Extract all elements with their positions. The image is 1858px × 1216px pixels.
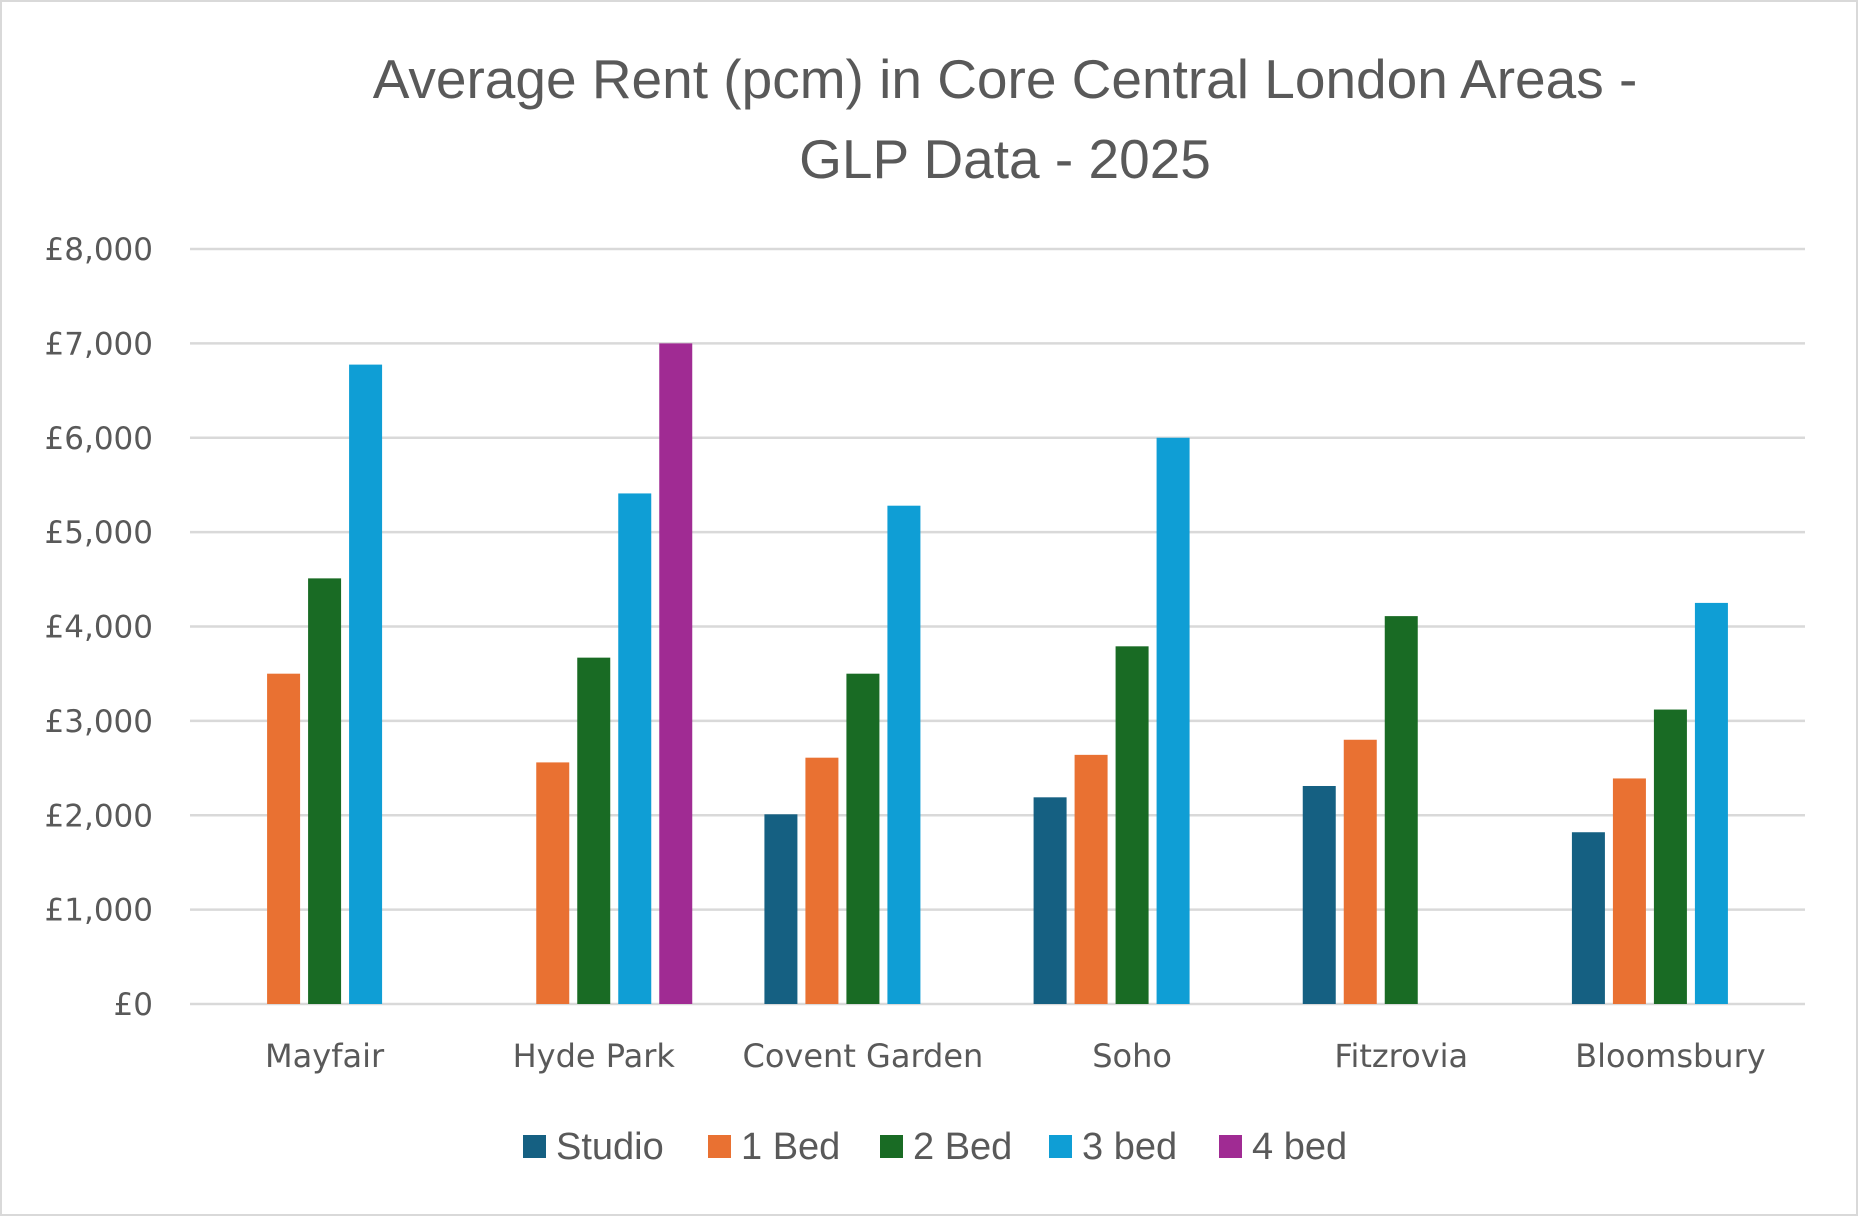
gridlines	[190, 247, 1805, 1006]
y-tick-label: £6,000	[45, 421, 153, 457]
bar-studio	[764, 814, 798, 1004]
x-category-label: Soho	[1092, 1037, 1172, 1075]
legend-label: 2 Bed	[913, 1126, 1012, 1168]
bar-3-bed	[618, 493, 652, 1004]
legend-swatch	[880, 1135, 903, 1158]
legend-swatch	[1219, 1135, 1242, 1158]
bar-1-bed	[1074, 754, 1108, 1004]
legend-label: 4 bed	[1252, 1126, 1347, 1168]
bar-studio	[1571, 832, 1605, 1004]
y-tick-label: £5,000	[45, 515, 153, 551]
bar-1-bed	[267, 673, 301, 1004]
x-category-label: Bloomsbury	[1575, 1037, 1766, 1075]
bar-3-bed	[349, 364, 383, 1004]
y-tick-label: £8,000	[45, 232, 153, 268]
chart-title-line-1: Average Rent (pcm) in Core Central Londo…	[373, 48, 1638, 110]
x-axis-category-labels: Mayfair Hyde Park Covent Garden Soho Fitzrov…	[265, 1037, 1766, 1075]
bar-2-bed	[846, 673, 880, 1004]
legend-swatch	[708, 1135, 731, 1158]
chart-title-line-2: GLP Data - 2025	[799, 128, 1211, 190]
y-tick-label: £1,000	[45, 893, 153, 929]
y-tick-label: £4,000	[45, 610, 153, 646]
x-category-label: Fitzrovia	[1334, 1037, 1468, 1075]
legend-label: 1 Bed	[741, 1126, 840, 1168]
x-category-label: Covent Garden	[743, 1037, 984, 1075]
bar-2-bed	[577, 657, 611, 1004]
y-tick-label: £7,000	[45, 326, 153, 362]
bar-studio	[1033, 797, 1067, 1004]
legend-swatch	[1049, 1135, 1072, 1158]
bar-studio	[1302, 785, 1336, 1004]
bar-2-bed	[308, 578, 342, 1004]
y-tick-label: £0	[114, 987, 153, 1023]
bar-1-bed	[1612, 778, 1646, 1004]
bar-2-bed	[1115, 646, 1149, 1004]
bar-3-bed	[1694, 602, 1728, 1004]
bars	[267, 343, 1728, 1004]
bar-1-bed	[805, 757, 839, 1004]
x-category-label: Mayfair	[265, 1037, 385, 1075]
legend-label: 3 bed	[1082, 1126, 1177, 1168]
y-tick-label: £3,000	[45, 704, 153, 740]
legend-label: Studio	[556, 1126, 664, 1168]
bar-2-bed	[1384, 616, 1418, 1004]
bar-2-bed	[1653, 709, 1687, 1004]
legend-swatch	[523, 1135, 546, 1158]
bar-3-bed	[1156, 437, 1190, 1004]
y-tick-label: £2,000	[45, 798, 153, 834]
bar-1-bed	[536, 762, 570, 1004]
bar-4-bed	[659, 343, 693, 1004]
legend: Studio 1 Bed 2 Bed 3 bed 4 bed	[523, 1126, 1347, 1168]
y-axis-tick-labels: £0 £1,000 £2,000 £3,000 £4,000 £5,000 £6,000 £7…	[45, 232, 153, 1023]
x-category-label: Hyde Park	[513, 1037, 676, 1075]
bar-1-bed	[1343, 739, 1377, 1004]
bar-3-bed	[887, 505, 921, 1004]
